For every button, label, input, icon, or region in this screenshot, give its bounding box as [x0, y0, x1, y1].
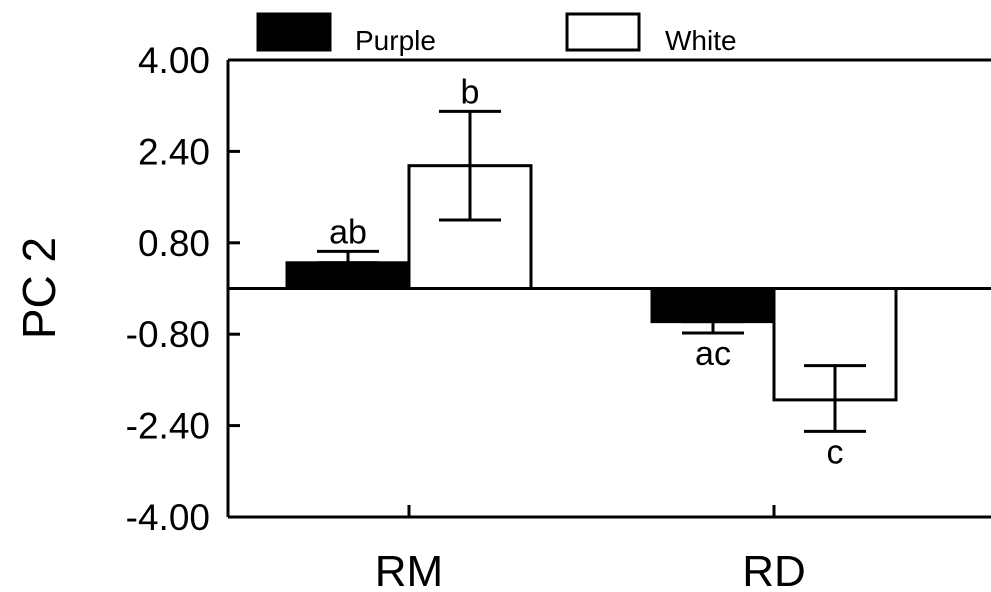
- legend-label-purple: Purple: [355, 25, 436, 56]
- axis-ticks: 4.00 2.40 0.80 -0.80 -2.40 -4.00 RM RD: [126, 40, 806, 592]
- y-tick-label: -2.40: [126, 406, 210, 447]
- bar-purple-rm: [285, 261, 411, 291]
- y-tick-label: 0.80: [138, 223, 210, 264]
- y-tick-label: -0.80: [126, 314, 210, 355]
- significance-label: ab: [329, 213, 367, 251]
- legend: Purple White: [256, 12, 737, 56]
- legend-label-white: White: [665, 25, 737, 56]
- y-tick-label: 4.00: [138, 40, 210, 81]
- bars: ab ac b c: [285, 73, 898, 471]
- legend-swatch-purple: [256, 12, 332, 52]
- bar-purple-rd: [650, 287, 776, 324]
- legend-swatch-white: [565, 12, 641, 52]
- y-tick-label: 2.40: [138, 131, 210, 172]
- significance-label: c: [827, 433, 844, 471]
- x-tick-label: RD: [742, 547, 806, 592]
- y-axis-title: PC 2: [13, 237, 65, 339]
- significance-label: b: [461, 73, 480, 111]
- significance-label: ac: [695, 335, 731, 373]
- x-tick-label: RM: [375, 547, 443, 592]
- y-tick-label: -4.00: [126, 497, 210, 538]
